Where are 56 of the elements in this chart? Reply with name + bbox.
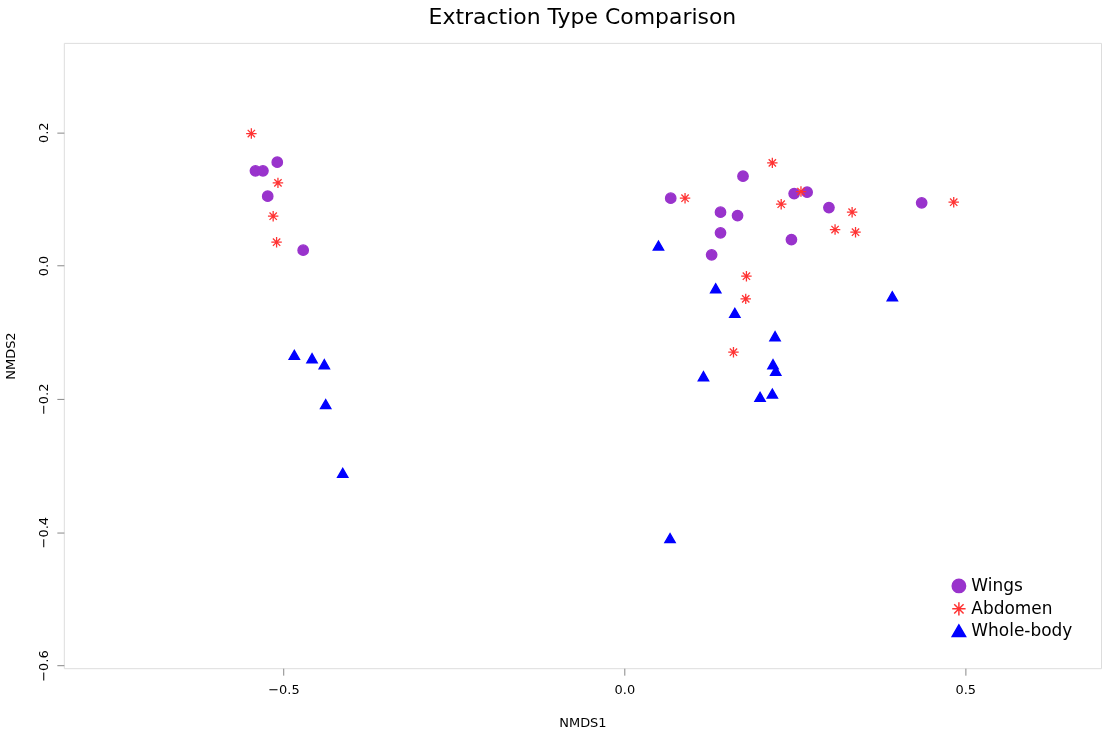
point	[319, 399, 332, 410]
point	[775, 198, 788, 211]
point	[336, 467, 349, 479]
point	[709, 283, 722, 294]
point	[679, 192, 691, 205]
point	[261, 190, 274, 203]
y-tick-label: 0.0	[36, 255, 52, 277]
point	[271, 156, 284, 169]
point	[245, 127, 258, 140]
legend-label: Abdomen	[971, 597, 1053, 618]
legend-label: Wings	[971, 574, 1023, 595]
x-tick-label: 0.0	[614, 681, 636, 697]
legend-label: Whole-body	[971, 619, 1073, 640]
point	[829, 223, 841, 236]
point	[754, 391, 766, 403]
point	[795, 185, 807, 198]
point	[915, 197, 928, 209]
point	[947, 196, 960, 209]
point	[739, 292, 752, 305]
point	[785, 233, 798, 246]
point	[728, 307, 741, 319]
point	[652, 240, 665, 251]
y-tick-label: 0.2	[36, 122, 52, 144]
point	[823, 201, 835, 214]
y-tick-label: −0.4	[36, 516, 52, 549]
point	[306, 353, 318, 364]
chart-title: Extraction Type Comparison	[428, 3, 737, 29]
point	[714, 206, 727, 219]
point	[270, 236, 283, 249]
y-tick-label: −0.2	[36, 383, 52, 416]
point	[272, 176, 284, 189]
y-tick-label: −0.6	[36, 650, 52, 682]
point	[769, 331, 781, 342]
point	[664, 533, 676, 544]
point	[849, 226, 862, 239]
point	[727, 346, 740, 359]
point	[714, 227, 727, 239]
x-axis-title: NMDS1	[559, 714, 607, 730]
point	[766, 388, 779, 399]
point	[705, 249, 718, 261]
point	[731, 209, 744, 222]
x-tick-label: −0.5	[268, 681, 300, 697]
point	[737, 170, 749, 183]
x-tick-label: 0.5	[955, 681, 977, 697]
point	[886, 291, 899, 302]
point	[766, 157, 779, 169]
point	[318, 359, 331, 370]
point	[697, 371, 710, 382]
point	[664, 192, 677, 205]
point	[846, 206, 858, 219]
point	[788, 187, 801, 200]
point	[740, 270, 753, 283]
point	[297, 244, 310, 257]
point	[288, 349, 301, 361]
y-axis-title: NMDS2	[3, 332, 19, 380]
point	[267, 210, 280, 223]
